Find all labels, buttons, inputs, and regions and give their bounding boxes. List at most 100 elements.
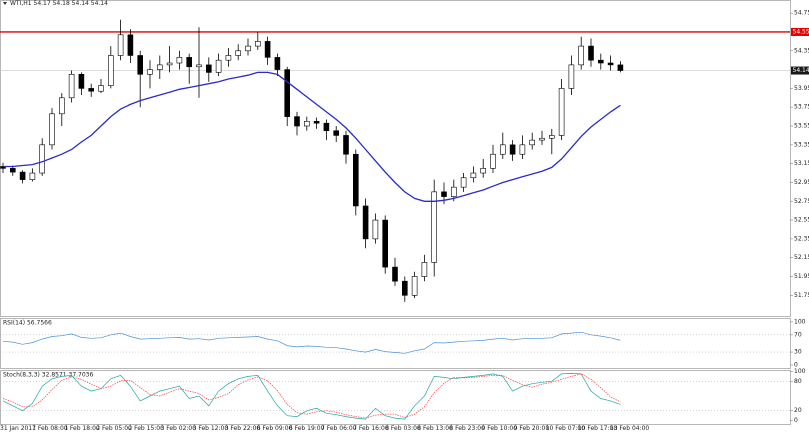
candle-body	[617, 64, 624, 71]
candle-body	[450, 186, 457, 197]
candle-body	[255, 41, 261, 47]
y-tick-label: 51.75	[794, 292, 809, 299]
y-tick-label: 0	[794, 417, 798, 424]
candle-body	[313, 121, 320, 124]
candle-body	[352, 153, 359, 207]
y-tick-label: 30	[794, 349, 802, 356]
candle-body	[88, 88, 94, 92]
x-tick-label: 3 Feb 12:00	[193, 425, 229, 432]
candle-body	[509, 144, 516, 155]
candle-body	[137, 55, 143, 75]
candle-body	[529, 139, 536, 146]
candle-body	[401, 280, 408, 296]
x-tick-label: 7 Feb 06:00	[321, 425, 357, 432]
y-tick-label: 52.35	[794, 235, 809, 242]
candle-body	[519, 144, 526, 155]
moving-average	[3, 71, 621, 202]
candle-body	[294, 116, 300, 127]
y-tick-label: 53.55	[794, 123, 809, 130]
x-tick-label: 6 Feb 19:00	[289, 425, 325, 432]
candle-body	[108, 55, 114, 86]
candle-body	[39, 144, 46, 174]
candle-body	[19, 171, 26, 180]
x-tick-label: 10 Feb 07:00	[546, 425, 586, 432]
x-tick-label: 3 Feb 02:00	[161, 425, 197, 432]
y-tick-label: 54.35	[794, 47, 809, 54]
x-tick-label: 8 Feb 13:00	[417, 425, 453, 432]
resistance-price-label: 54.55	[793, 28, 809, 35]
candle-body	[29, 172, 36, 180]
candle-body	[176, 57, 183, 64]
candle-body	[588, 45, 594, 61]
candle-body	[206, 64, 212, 73]
x-tick-label: 8 Feb 03:00	[385, 425, 421, 432]
x-tick-label: 2 Feb 05:00	[96, 425, 132, 432]
rsi-panel	[0, 318, 791, 369]
symbol-menu-icon	[3, 2, 7, 5]
candle-body	[431, 191, 438, 263]
candle-body	[607, 62, 614, 66]
candle-body	[49, 113, 55, 146]
y-tick-label: 52.95	[794, 179, 809, 186]
candle-body	[470, 172, 477, 179]
last-price-label: 54.14	[793, 67, 809, 74]
candle-body	[548, 135, 555, 139]
candle-body	[157, 64, 163, 70]
x-tick-label: 1 Feb 08:00	[32, 425, 68, 432]
y-tick-label: 100	[794, 368, 806, 375]
y-tick-label: 53.35	[794, 141, 809, 148]
chart-title: WTI,H1 54.17 54.18 54.14 54.14	[10, 0, 108, 7]
candle-body	[343, 135, 349, 155]
x-tick-label: 9 Feb 20:00	[514, 425, 550, 432]
candle-body	[480, 168, 487, 174]
x-tick-label: 6 Feb 09:00	[257, 425, 293, 432]
candle-body	[499, 144, 506, 155]
candle-body	[127, 34, 134, 56]
candle-body	[333, 130, 340, 136]
x-tick-label: 9 Feb 10:00	[482, 425, 518, 432]
x-tick-label: 2 Feb 15:00	[128, 425, 164, 432]
x-tick-label: 1 Feb 18:00	[64, 425, 100, 432]
y-tick-label: 80	[794, 378, 802, 385]
x-tick-label: 8 Feb 23:00	[449, 425, 485, 432]
candle-body	[421, 262, 428, 277]
candle-body	[147, 69, 153, 75]
candle-body	[166, 62, 173, 66]
candle-body	[303, 121, 310, 127]
y-tick-label: 53.95	[794, 85, 809, 92]
candle-body	[372, 219, 379, 240]
y-tick-label: 51.95	[794, 273, 809, 280]
candle-body	[460, 177, 467, 188]
stoch-title: Stoch(8,3,3) 32.8571 37.7036	[3, 372, 94, 379]
candle-body	[68, 73, 75, 99]
x-tick-label: 7 Feb 16:00	[353, 425, 389, 432]
candle-body	[186, 57, 192, 68]
x-tick-label: 31 Jan 2017	[0, 425, 36, 432]
candle-body	[411, 276, 418, 296]
candle-body	[392, 266, 398, 282]
price-panel	[0, 0, 791, 317]
x-tick-label: 3 Feb 22:00	[225, 425, 261, 432]
x-tick-label: 10 Feb 17:00	[578, 425, 618, 432]
y-tick-label: 52.75	[794, 198, 809, 205]
candle-body	[323, 122, 330, 132]
candle-body	[274, 57, 281, 70]
last-price-box	[791, 66, 809, 75]
candle-body	[382, 219, 389, 268]
candle-body	[490, 153, 496, 169]
candle-body	[225, 55, 232, 61]
candle-body	[284, 69, 291, 117]
candle-body	[539, 137, 545, 141]
candle-body	[117, 34, 124, 56]
candle-body	[196, 64, 202, 68]
x-tick-label: 13 Feb 04:00	[610, 425, 650, 432]
candle-body	[10, 168, 16, 173]
resistance-price-box	[791, 27, 809, 36]
stoch-panel	[0, 370, 791, 425]
candle-body	[215, 59, 222, 73]
y-tick-label: 52.55	[794, 217, 809, 224]
y-tick-label: 70	[794, 331, 802, 338]
candle-body	[597, 59, 604, 64]
y-tick-label: 0	[794, 361, 798, 368]
